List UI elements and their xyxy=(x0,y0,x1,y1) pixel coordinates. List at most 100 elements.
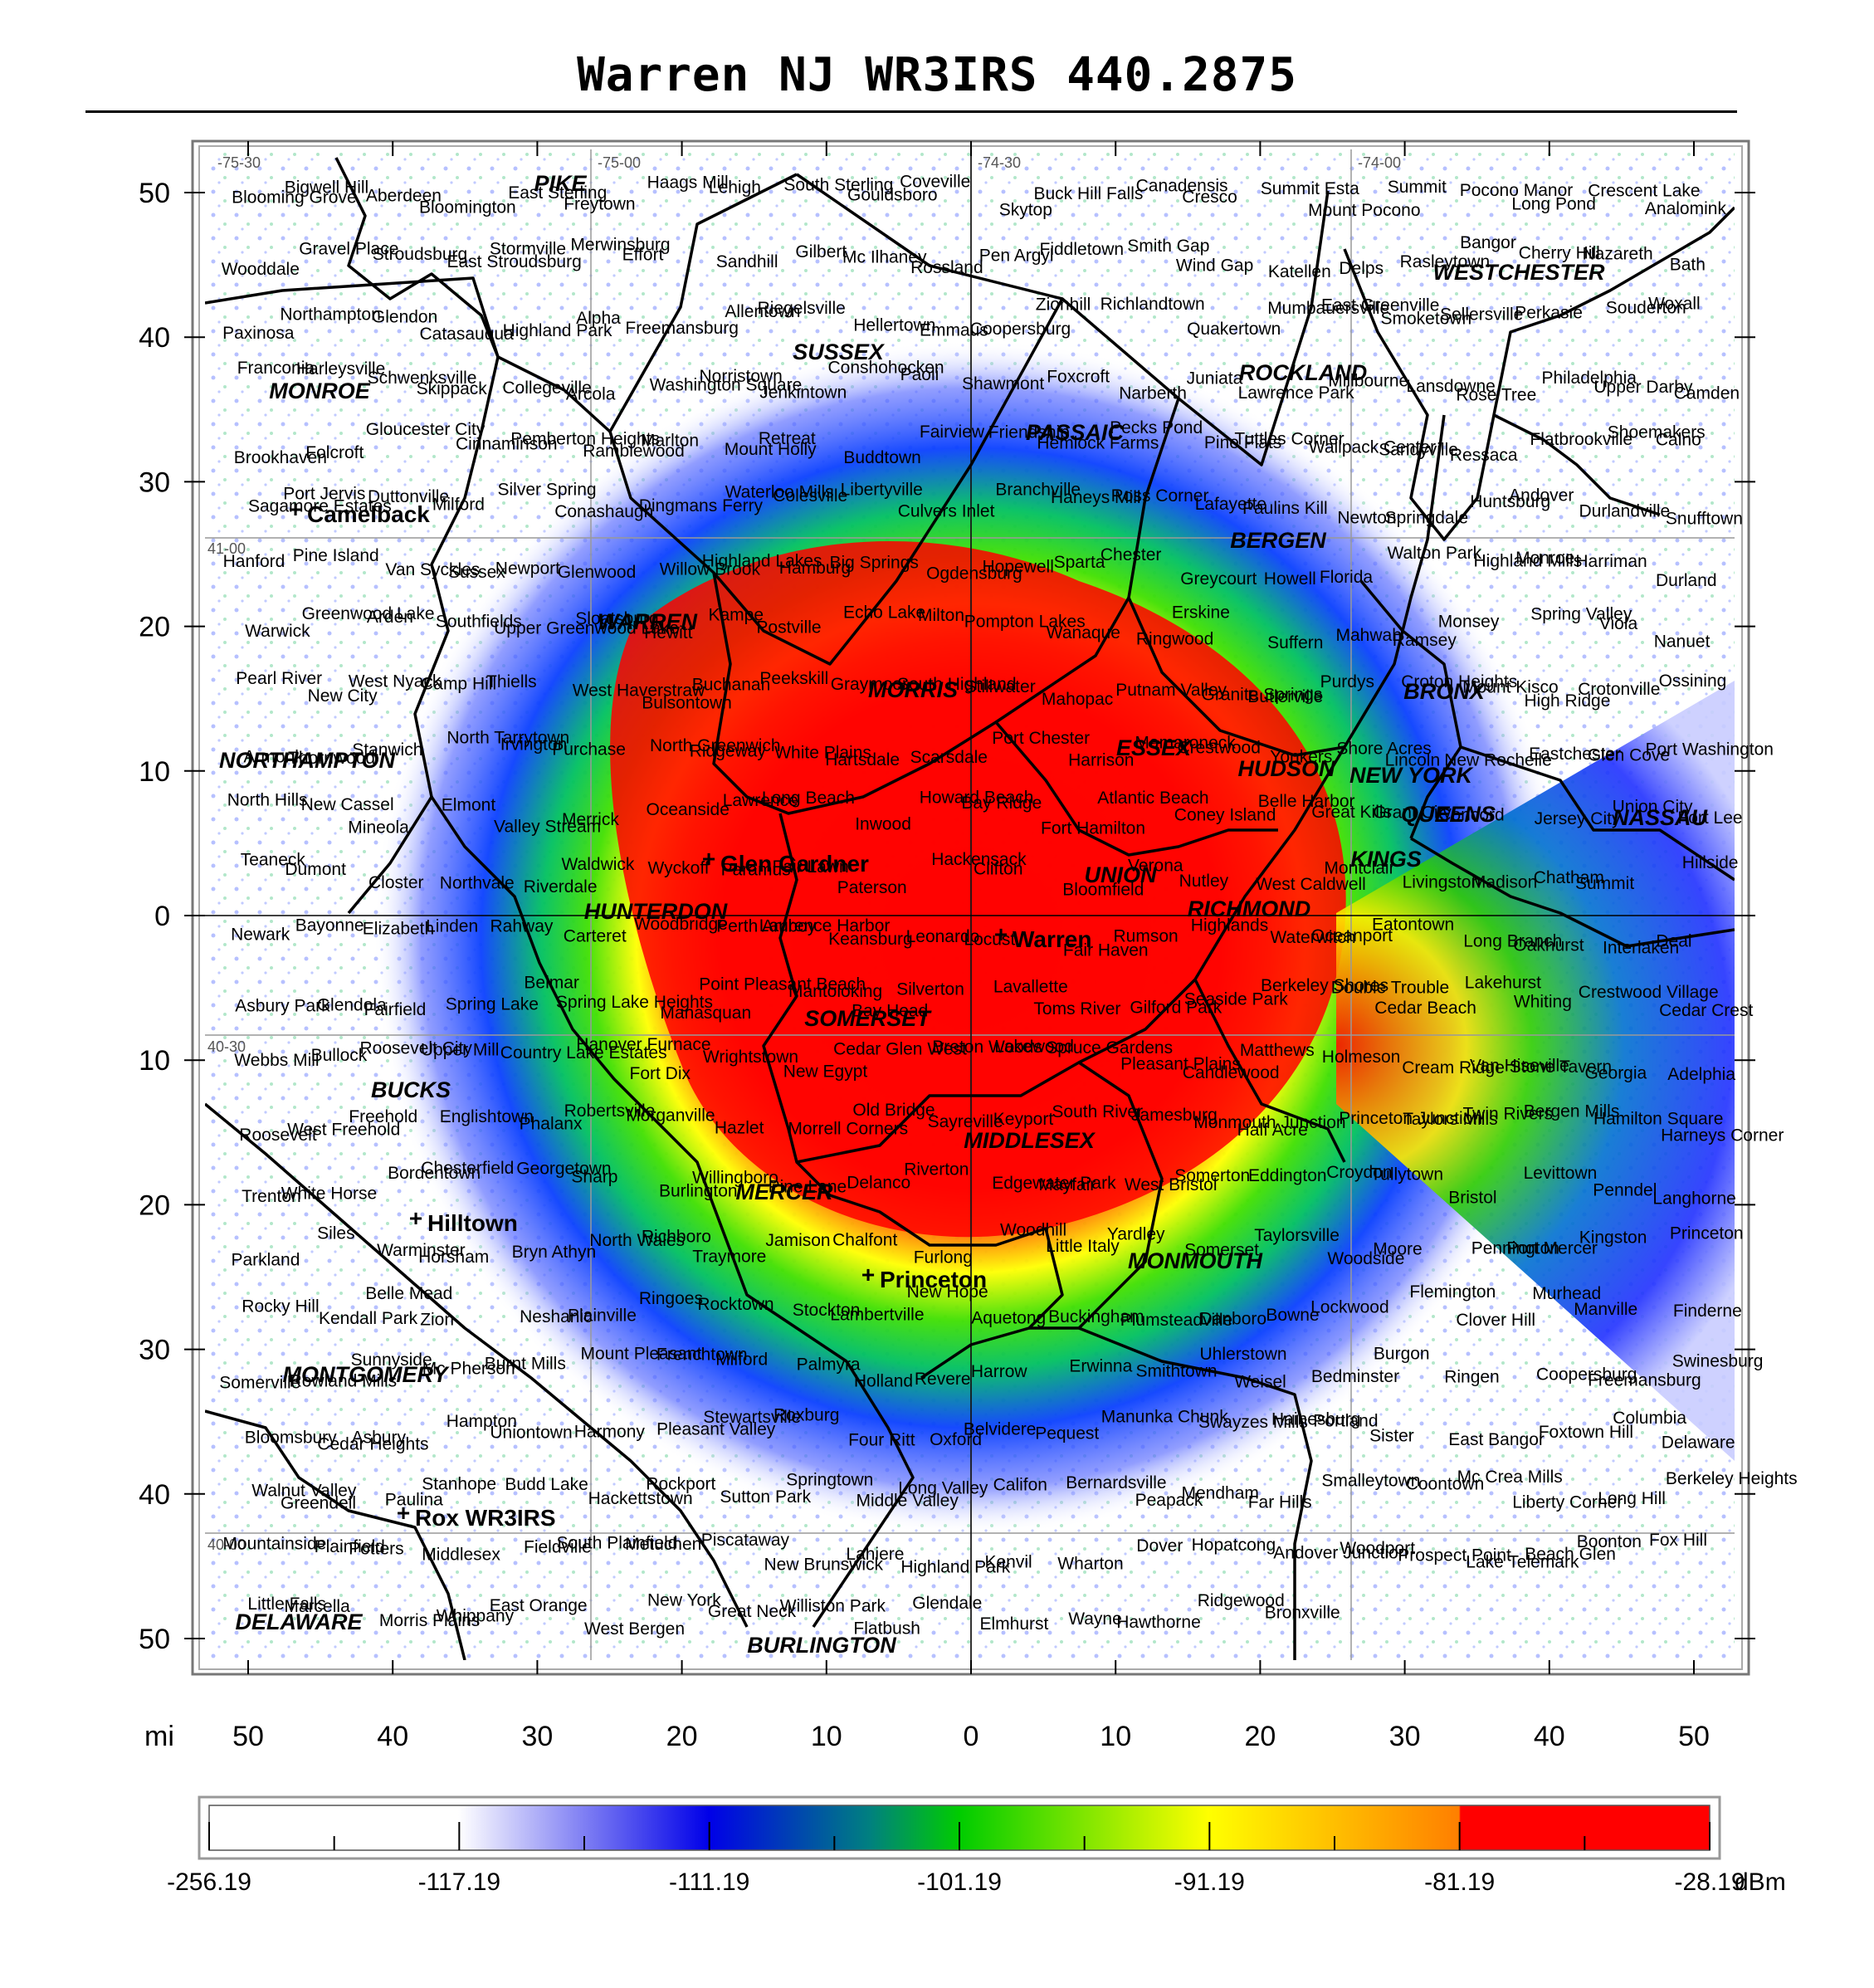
place-label: Spruce Gardens xyxy=(1046,1038,1173,1057)
place-label: Freehold xyxy=(349,1107,417,1126)
coord-label: 41-00 xyxy=(207,540,246,557)
place-label: Wallpack Center xyxy=(1309,438,1436,457)
place-label: White Horse xyxy=(281,1184,378,1204)
place-label: Shawmont xyxy=(962,374,1044,393)
place-label: Chester xyxy=(1100,545,1162,564)
place-label: Analomink xyxy=(1645,199,1727,218)
place-label: Chesterfield xyxy=(421,1159,514,1178)
y-tick-label: 40 xyxy=(139,322,170,354)
x-tick-label: 40 xyxy=(377,1721,408,1752)
place-label: Smithtown xyxy=(1136,1361,1218,1380)
place-label: Wind Gap xyxy=(1176,256,1253,276)
place-label: Piscataway xyxy=(701,1531,790,1550)
place-label: Prospect Point xyxy=(1398,1546,1511,1565)
place-label: Nutley xyxy=(1179,872,1229,891)
place-label: Florida xyxy=(1320,568,1374,587)
place-label: Culvers Inlet xyxy=(898,502,995,521)
place-label: Belmar xyxy=(524,974,579,993)
x-tick-label: 0 xyxy=(964,1721,979,1752)
place-label: Mount Pleasant xyxy=(581,1345,702,1364)
place-label: Metuchen xyxy=(625,1535,701,1554)
place-label: Sharp xyxy=(571,1168,617,1187)
place-label: Lakehurst xyxy=(1465,974,1541,993)
place-label: Harleysville xyxy=(296,359,385,379)
place-label: Morganville xyxy=(626,1106,715,1125)
place-label: Coney Island xyxy=(1174,805,1276,824)
place-label: Carteret xyxy=(564,926,627,945)
x-tick-label: 50 xyxy=(232,1721,264,1752)
x-tick-label: 30 xyxy=(521,1721,553,1752)
place-label: New City xyxy=(308,686,378,706)
place-label: Neshanic xyxy=(520,1307,593,1326)
place-label: Mamaroneck xyxy=(1135,734,1236,753)
place-label: Keyport xyxy=(993,1110,1054,1129)
place-label: Zion xyxy=(420,1311,454,1330)
place-label: Eddington xyxy=(1248,1166,1327,1185)
county-label: MORRIS xyxy=(868,677,958,702)
place-label: East Stroudsburg xyxy=(447,252,582,271)
county-label: BRONX xyxy=(1403,679,1486,704)
place-label: Plumsteadville xyxy=(1120,1311,1232,1330)
place-label: Rose Tree xyxy=(1456,386,1536,405)
place-label: White Plains xyxy=(774,743,871,762)
place-label: Stanwich xyxy=(352,740,422,760)
county-label: NASSAU xyxy=(1613,805,1709,830)
place-label: Pocono Manor xyxy=(1460,181,1574,200)
county-label: WARREN xyxy=(598,609,697,634)
place-label: Kingston xyxy=(1579,1228,1647,1248)
place-label: Croydon xyxy=(1326,1163,1392,1182)
place-label: Hopatcong xyxy=(1192,1536,1276,1555)
place-label: Mount Kisco xyxy=(1462,678,1559,697)
place-label: Durlandville xyxy=(1579,501,1671,520)
place-label: Smoketown xyxy=(1381,310,1472,329)
place-label: Woodside xyxy=(1327,1249,1404,1268)
place-label: Jamison xyxy=(765,1231,830,1250)
place-label: Stanhope xyxy=(422,1475,496,1494)
place-label: Fair Lawn xyxy=(773,857,849,877)
place-label: Long Beach xyxy=(762,789,855,808)
place-label: Stone Tavern xyxy=(1510,1057,1612,1077)
place-label: Frenchtown xyxy=(656,1346,748,1365)
place-label: Paulins Kill xyxy=(1242,499,1328,518)
place-label: Hanover Furnace xyxy=(576,1035,710,1054)
place-label: Perkasie xyxy=(1515,303,1583,322)
county-label: WESTCHESTER xyxy=(1432,260,1605,285)
county-label: KINGS xyxy=(1350,847,1422,872)
place-label: Glendale xyxy=(912,1594,982,1613)
place-label: Boonton xyxy=(1577,1532,1642,1551)
place-label: Howard Beach xyxy=(920,789,1034,808)
place-label: Huntsburg xyxy=(1470,492,1550,511)
place-label: Flemington xyxy=(1409,1282,1496,1302)
place-label: Oceanport xyxy=(1311,926,1393,945)
place-label: Purchase xyxy=(552,740,626,760)
place-label: Bigwell Hill xyxy=(285,178,369,198)
station-marker: + xyxy=(289,496,302,522)
place-label: Aquetong xyxy=(971,1309,1046,1328)
place-label: Brookhaven xyxy=(234,448,327,467)
place-label: Millbourne xyxy=(1328,371,1408,390)
place-label: Candlewood xyxy=(1183,1063,1280,1082)
place-label: Port Mercer xyxy=(1506,1239,1598,1258)
place-label: Liberty Corner xyxy=(1512,1492,1623,1512)
place-label: Port Jervis xyxy=(283,485,365,504)
place-label: Potters xyxy=(349,1540,404,1559)
place-label: Willow Brook xyxy=(660,560,761,579)
place-label: Wayne xyxy=(1068,1609,1122,1629)
place-label: Rahway xyxy=(490,916,554,935)
place-label: Fairfield xyxy=(364,1000,427,1019)
place-label: Stillwater xyxy=(965,677,1036,696)
place-label: Foxcroft xyxy=(1047,368,1110,387)
place-label: Fairview xyxy=(920,423,985,442)
place-label: Harmony xyxy=(574,1423,646,1442)
place-label: Dumont xyxy=(285,860,346,879)
x-tick-label: 40 xyxy=(1534,1721,1565,1752)
major-place-label: Warren xyxy=(1013,926,1091,952)
place-label: Greycourt xyxy=(1180,569,1257,589)
place-label: Locust xyxy=(964,931,1015,950)
place-label: Snufftown xyxy=(1666,509,1743,528)
place-label: Leonardo xyxy=(906,927,980,946)
place-label: Englishtown xyxy=(440,1107,534,1126)
place-label: Double Trouble xyxy=(1331,978,1449,997)
place-label: Manasquan xyxy=(660,1004,751,1023)
place-label: Mount Holly xyxy=(725,440,817,459)
